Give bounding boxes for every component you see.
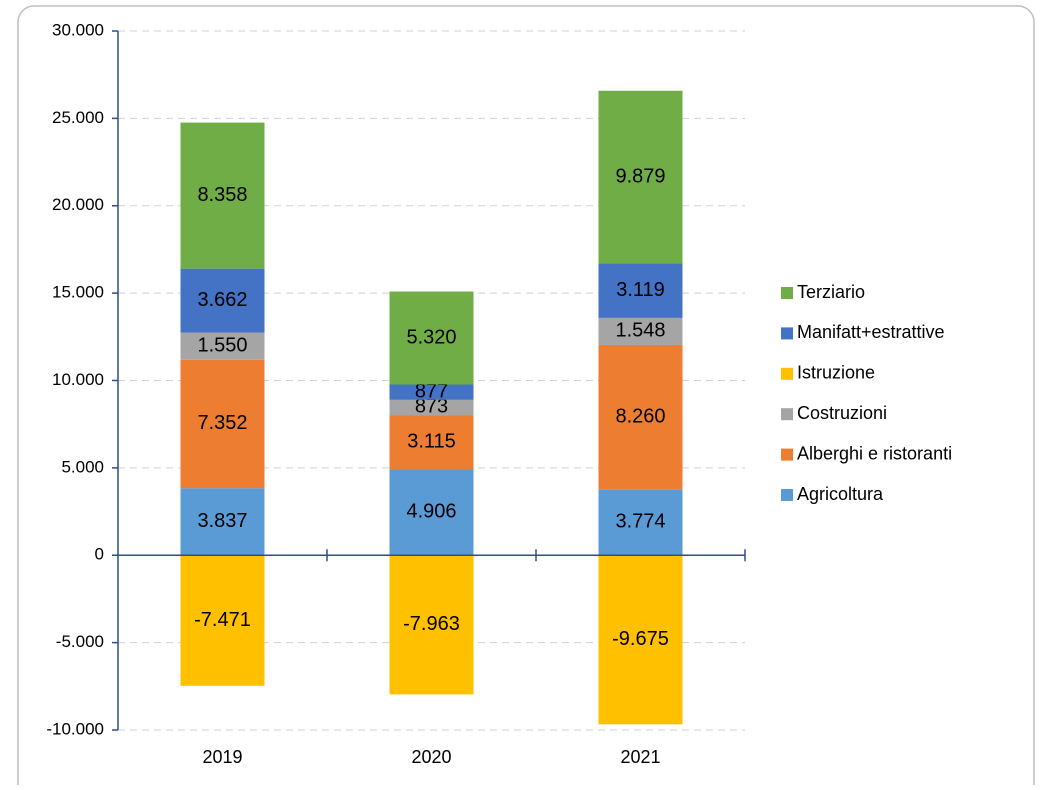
bar-segment: [180, 359, 265, 489]
data-label: 7.352: [197, 412, 247, 434]
bar-segment: [180, 555, 265, 686]
data-label: -9.675: [612, 628, 669, 650]
y-tick-label: -5.000: [56, 632, 104, 651]
legend-label: Costruzioni: [797, 403, 887, 423]
legend-swatch: [781, 489, 793, 501]
x-tick-label: 2021: [620, 747, 660, 767]
bar-segment: [389, 555, 474, 695]
legend-swatch: [781, 287, 793, 299]
data-label: 3.837: [197, 510, 247, 532]
data-label: 1.548: [615, 320, 665, 342]
bar-segment: [389, 415, 474, 470]
legend-swatch: [781, 448, 793, 461]
legend-label: Alberghi e ristoranti: [797, 443, 952, 463]
bar-segment: [598, 489, 683, 556]
data-label: 3.115: [407, 431, 456, 453]
bar-segment: [598, 263, 683, 318]
legend-swatch: [781, 408, 793, 421]
legend-label: Terziario: [797, 282, 865, 302]
bar-segment: [389, 384, 474, 400]
data-label: 873: [415, 396, 448, 418]
y-tick-label: 25.000: [52, 108, 104, 127]
bar-segment: [180, 268, 265, 333]
legend-label: Manifatt+estrattive: [797, 322, 945, 342]
bar-segment: [598, 317, 683, 345]
y-tick-label: 10.000: [52, 370, 104, 389]
data-label: 4.906: [406, 501, 456, 523]
y-tick-label: 15.000: [52, 283, 104, 302]
data-label: 9.879: [615, 165, 665, 187]
legend-swatch: [781, 367, 793, 380]
x-tick-label: 2019: [202, 747, 242, 767]
bar-segment: [389, 469, 474, 556]
legend-label: Agricoltura: [797, 484, 884, 504]
bar-segment: [389, 291, 474, 385]
legend-swatch: [781, 327, 793, 340]
data-label: 3.774: [615, 511, 665, 533]
y-tick-label: 5.000: [61, 457, 104, 476]
data-label: 8.358: [197, 184, 247, 206]
data-label: 3.119: [616, 279, 665, 301]
y-tick-label: -10.000: [46, 719, 104, 738]
bar-segment: [180, 332, 265, 360]
bar-segment: [598, 90, 683, 264]
data-label: 5.320: [406, 326, 456, 348]
legend-label: Istruzione: [797, 363, 875, 383]
data-label: 3.662: [197, 289, 247, 311]
data-label: 8.260: [615, 405, 665, 427]
bar-segment: [180, 122, 265, 269]
y-tick-label: 20.000: [52, 195, 104, 214]
chart-frame: [17, 5, 1035, 790]
data-label: 1.550: [197, 334, 247, 356]
bar-segment: [180, 488, 265, 556]
y-tick-label: 0: [95, 545, 104, 564]
bar-segment: [598, 344, 683, 490]
data-label: -7.963: [403, 613, 460, 635]
data-label: -7.471: [194, 609, 251, 631]
y-tick-label: 30.000: [52, 20, 104, 39]
data-label: 877: [415, 380, 448, 402]
bar-segment: [389, 399, 474, 416]
bar-segment: [598, 555, 683, 725]
x-tick-label: 2020: [411, 747, 451, 767]
